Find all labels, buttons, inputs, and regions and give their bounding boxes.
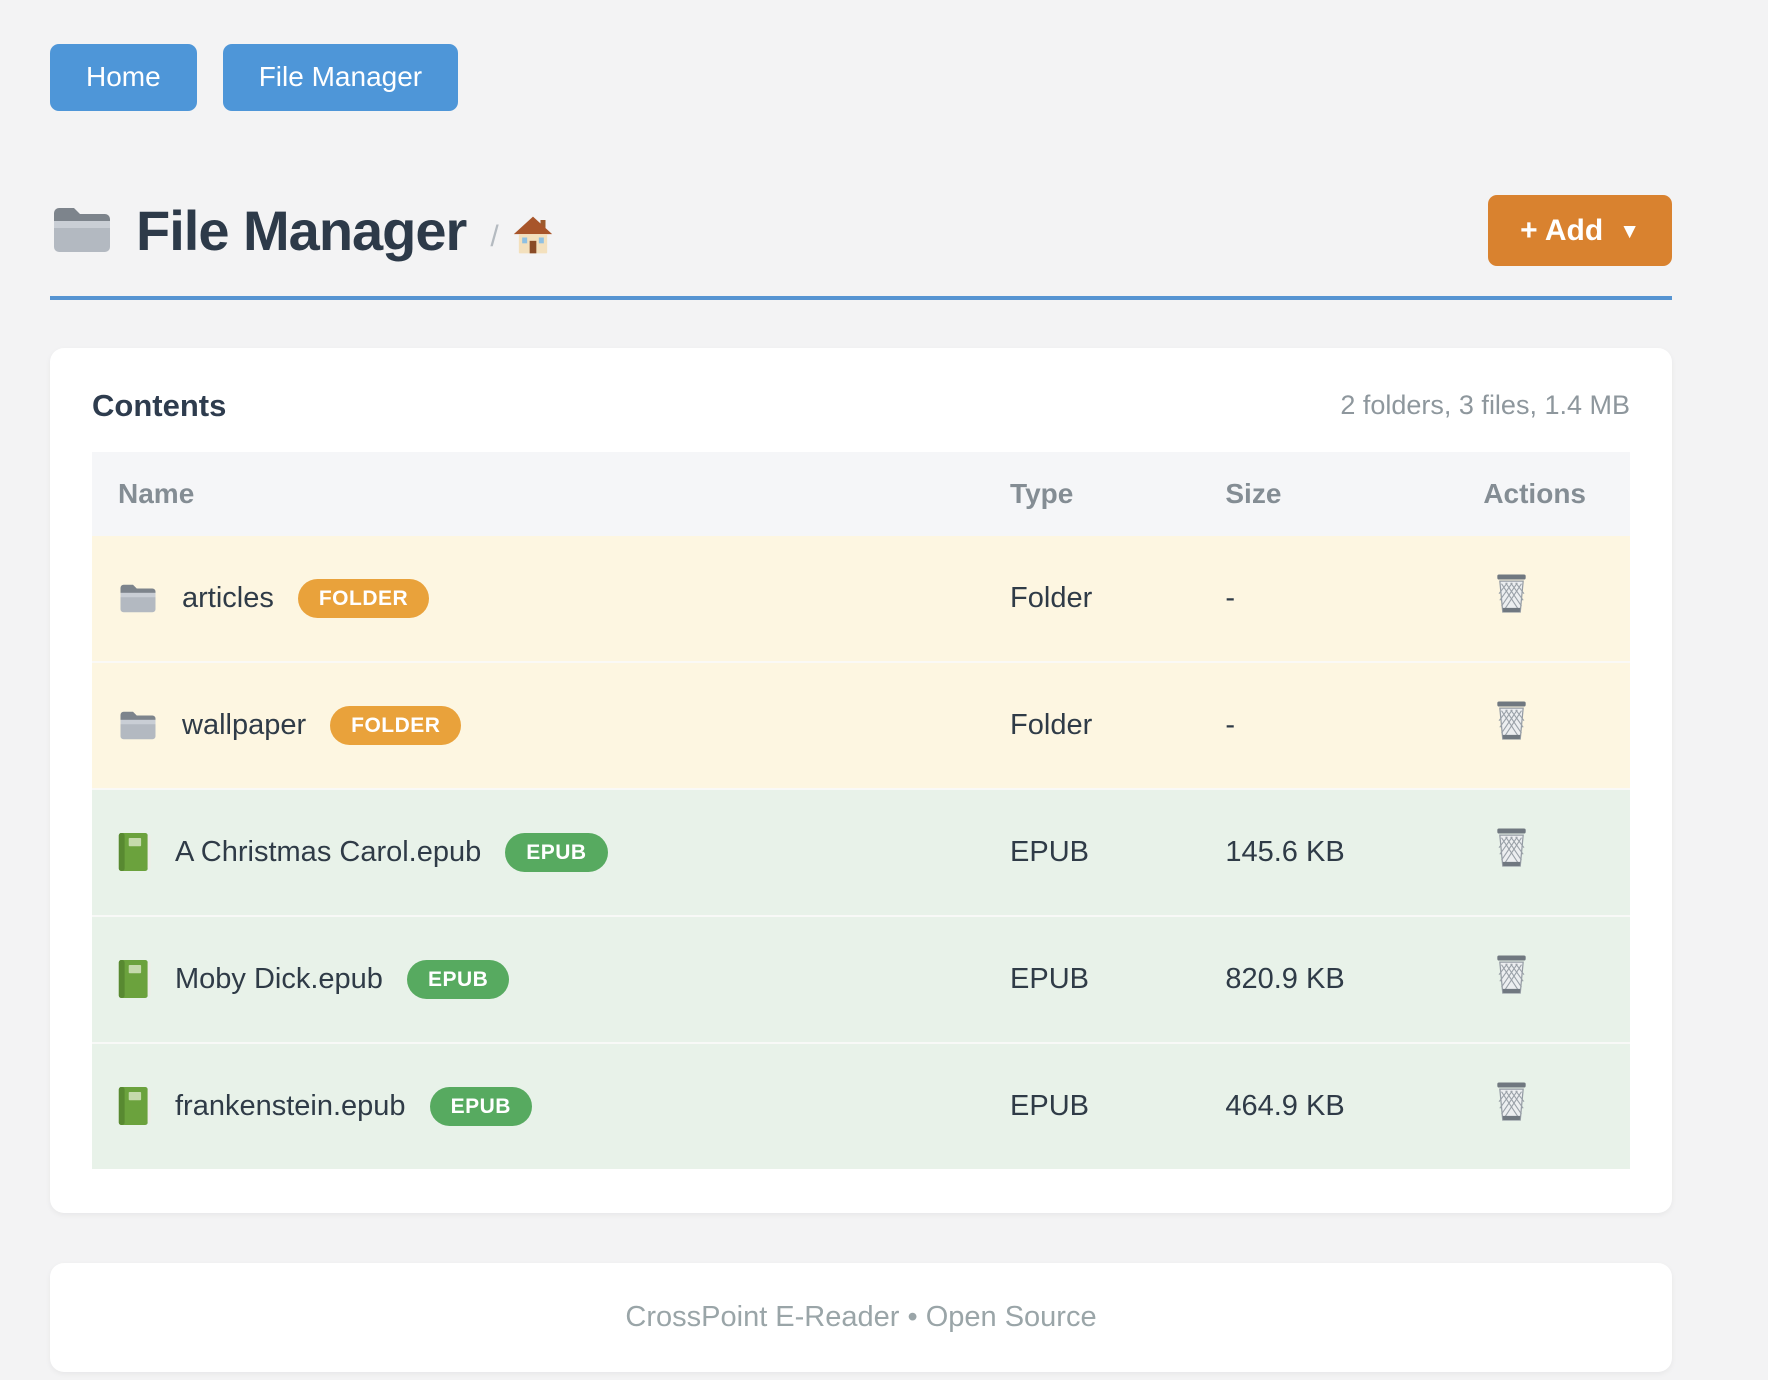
- column-header-type: Type: [984, 451, 1200, 536]
- book-icon: [118, 959, 151, 999]
- table-row[interactable]: frankenstein.epub EPUB EPUB 464.9 KB: [92, 1042, 1630, 1169]
- size-cell: 464.9 KB: [1225, 1089, 1345, 1122]
- add-button-label: + Add: [1520, 213, 1604, 247]
- folder-icon: [50, 203, 114, 257]
- actions-cell: [1430, 1043, 1630, 1169]
- page-title: File Manager: [136, 198, 467, 262]
- type-cell: EPUB: [1010, 835, 1090, 868]
- footer-text: CrossPoint E-Reader • Open Source: [625, 1300, 1097, 1333]
- add-button[interactable]: + Add ▼: [1488, 194, 1672, 266]
- folder-icon: [118, 709, 158, 742]
- nav-file-manager-button[interactable]: File Manager: [222, 44, 459, 111]
- type-cell: Folder: [1010, 581, 1093, 614]
- contents-summary: 2 folders, 3 files, 1.4 MB: [1340, 390, 1630, 421]
- actions-cell: [1430, 789, 1630, 916]
- delete-button[interactable]: [1493, 1080, 1530, 1125]
- file-name[interactable]: Moby Dick.epub: [175, 962, 383, 995]
- file-table: Name Type Size Actions articles FOLDER Fol…: [92, 451, 1630, 1169]
- top-nav: Home File Manager: [50, 44, 1672, 111]
- delete-button[interactable]: [1493, 572, 1530, 617]
- file-name[interactable]: articles: [182, 581, 274, 614]
- contents-title: Contents: [92, 387, 227, 423]
- nav-home-button[interactable]: Home: [50, 44, 197, 111]
- actions-cell: [1430, 662, 1630, 789]
- delete-button[interactable]: [1493, 826, 1530, 871]
- name-cell: wallpaper FOLDER: [92, 662, 984, 789]
- name-cell: frankenstein.epub EPUB: [92, 1043, 984, 1169]
- size-cell: -: [1225, 708, 1236, 741]
- table-row[interactable]: articles FOLDER Folder -: [92, 535, 1630, 662]
- page-header: File Manager / + Add ▼: [50, 194, 1672, 266]
- contents-card-header: Contents 2 folders, 3 files, 1.4 MB: [92, 388, 1630, 424]
- actions-cell: [1430, 916, 1630, 1043]
- type-badge: EPUB: [429, 1086, 532, 1126]
- breadcrumb-separator: /: [490, 220, 499, 254]
- actions-cell: [1430, 536, 1630, 662]
- contents-card: Contents 2 folders, 3 files, 1.4 MB Name…: [50, 347, 1672, 1213]
- table-row[interactable]: wallpaper FOLDER Folder -: [92, 661, 1630, 789]
- chevron-down-icon: ▼: [1619, 219, 1640, 243]
- delete-button[interactable]: [1493, 953, 1530, 998]
- size-cell: 145.6 KB: [1225, 835, 1345, 868]
- book-icon: [118, 1086, 151, 1126]
- footer-card: CrossPoint E-Reader • Open Source: [50, 1262, 1672, 1372]
- name-cell: articles FOLDER: [92, 536, 984, 662]
- book-icon: [118, 832, 151, 872]
- table-row[interactable]: Moby Dick.epub EPUB EPUB 820.9 KB: [92, 915, 1630, 1043]
- header-divider: [50, 295, 1672, 300]
- file-name[interactable]: wallpaper: [182, 708, 307, 741]
- folder-icon: [118, 582, 158, 615]
- name-cell: A Christmas Carol.epub EPUB: [92, 789, 984, 916]
- file-name[interactable]: A Christmas Carol.epub: [175, 835, 482, 868]
- type-cell: EPUB: [1010, 962, 1090, 995]
- delete-button[interactable]: [1493, 699, 1530, 744]
- type-badge: FOLDER: [330, 705, 462, 745]
- type-badge: EPUB: [505, 832, 608, 872]
- column-header-size: Size: [1199, 451, 1431, 536]
- column-header-name: Name: [92, 451, 985, 536]
- size-cell: 820.9 KB: [1225, 962, 1345, 995]
- title-wrap: File Manager /: [50, 198, 553, 263]
- type-badge: FOLDER: [297, 578, 430, 618]
- house-icon[interactable]: [513, 215, 553, 255]
- table-header-row: Name Type Size Actions: [92, 451, 1630, 536]
- type-badge: EPUB: [406, 959, 510, 999]
- type-cell: Folder: [1010, 708, 1093, 741]
- file-name[interactable]: frankenstein.epub: [175, 1089, 406, 1122]
- table-body: articles FOLDER Folder - wallpaper FOLDER Fold…: [92, 535, 1630, 1169]
- table-header: Name Type Size Actions: [92, 451, 1630, 536]
- type-cell: EPUB: [1010, 1089, 1090, 1122]
- table-row[interactable]: A Christmas Carol.epub EPUB EPUB 145.6 KB: [92, 788, 1630, 916]
- column-header-actions: Actions: [1430, 451, 1630, 536]
- name-cell: Moby Dick.epub EPUB: [92, 916, 984, 1043]
- size-cell: -: [1225, 581, 1236, 614]
